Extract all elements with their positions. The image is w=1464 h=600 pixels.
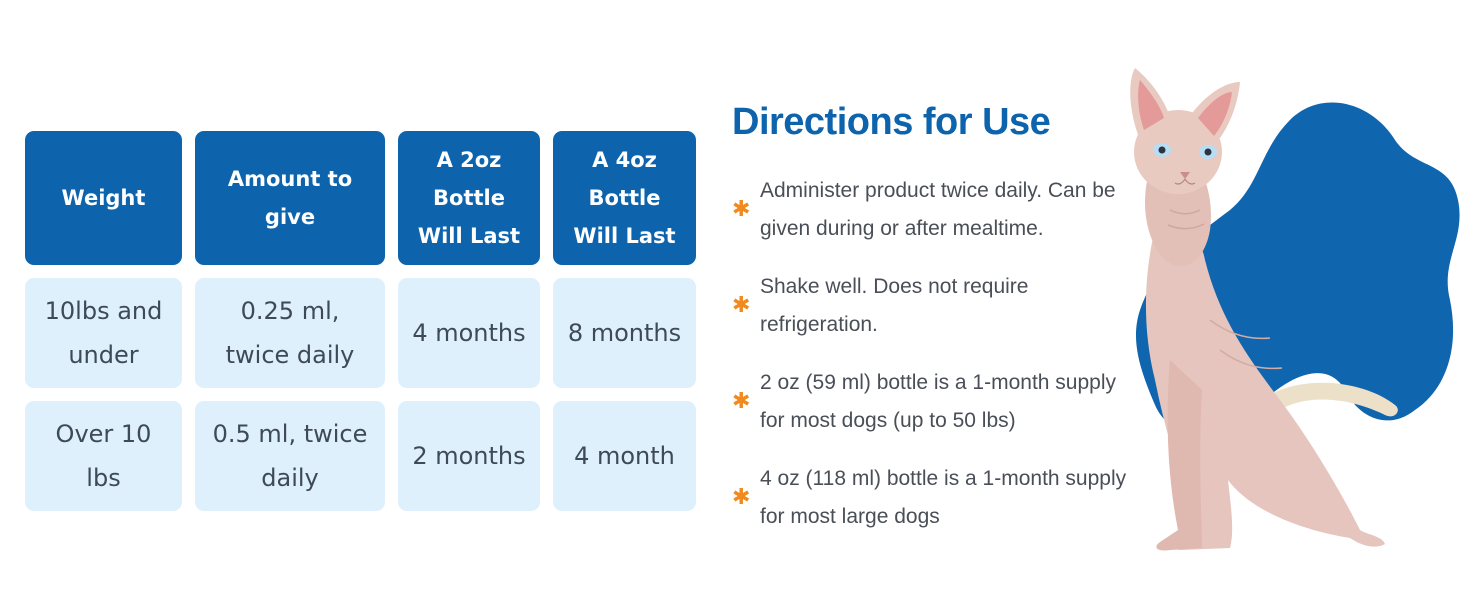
table-cell: 8 months — [553, 278, 696, 388]
header-amount: Amount to give — [195, 131, 385, 265]
asterisk-icon: ✱ — [732, 197, 751, 222]
table-cell: 0.25 ml, twice daily — [195, 278, 385, 388]
cat-nose — [1180, 172, 1190, 179]
table-cell: 10lbs and under — [25, 278, 182, 388]
direction-text: Shake well. Does not require refrigerati… — [760, 275, 1029, 336]
directions-section: Directions for Use ✱ Administer product … — [732, 96, 1132, 528]
list-item: ✱ Shake well. Does not require refrigera… — [732, 266, 1132, 346]
header-4oz-bottle: A 4oz Bottle Will Last — [553, 131, 696, 265]
cat-left-ear-inner — [1138, 80, 1164, 130]
list-item: ✱ 4 oz (118 ml) bottle is a 1-month supp… — [732, 458, 1132, 538]
asterisk-icon: ✱ — [732, 389, 751, 414]
dosage-table: Weight Amount to give A 2oz Bottle Will … — [0, 0, 720, 600]
cat-front-leg — [1156, 360, 1202, 551]
cat-body — [1145, 210, 1385, 550]
asterisk-icon: ✱ — [732, 485, 751, 510]
list-item: ✱ 2 oz (59 ml) bottle is a 1-month suppl… — [732, 362, 1132, 442]
header-2oz-bottle: A 2oz Bottle Will Last — [398, 131, 540, 265]
list-item: ✱ Administer product twice daily. Can be… — [732, 170, 1132, 250]
table-cell: 4 months — [398, 278, 540, 388]
directions-title: Directions for Use — [732, 101, 1051, 143]
cat-right-ear-inner — [1198, 92, 1232, 136]
header-weight: Weight — [25, 131, 182, 265]
cat-head — [1134, 110, 1222, 194]
direction-text: 4 oz (118 ml) bottle is a 1-month supply… — [760, 467, 1127, 528]
sphynx-cat-illustration — [1130, 68, 1460, 551]
table-cell: 2 months — [398, 401, 540, 511]
direction-text: 2 oz (59 ml) bottle is a 1-month supply … — [760, 371, 1116, 432]
table-cell: Over 10 lbs — [25, 401, 182, 511]
direction-text: Administer product twice daily. Can be g… — [760, 179, 1116, 240]
asterisk-icon: ✱ — [732, 293, 751, 318]
table-cell: 0.5 ml, twice daily — [195, 401, 385, 511]
table-cell: 4 month — [553, 401, 696, 511]
